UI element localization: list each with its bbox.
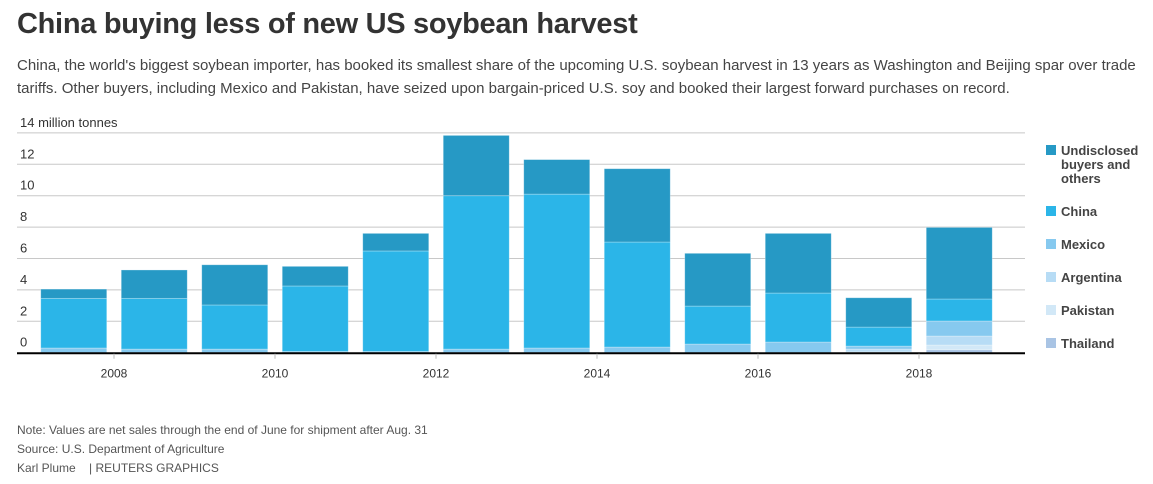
bar-segment-undisclosed-buyers-and-others — [523, 159, 591, 195]
legend-swatch — [1046, 272, 1056, 282]
bar-segment-argentina — [925, 335, 993, 346]
y-tick-label: 14 million tonnes — [20, 115, 118, 130]
bar-segment-china — [40, 297, 108, 349]
x-tick-label: 2008 — [101, 367, 128, 381]
bar-segment-undisclosed-buyers-and-others — [120, 269, 188, 299]
bar-segment-china — [362, 250, 430, 352]
bar-segment-china — [684, 305, 752, 345]
credit: Karl Plume | REUTERS GRAPHICS — [17, 461, 219, 475]
bar-segment-undisclosed-buyers-and-others — [764, 232, 832, 294]
bar-segment-mexico — [603, 346, 671, 354]
bar-segment-china — [925, 298, 993, 322]
legend-swatch — [1046, 305, 1056, 315]
bar-segment-china — [120, 297, 188, 350]
bar-segment-mexico — [684, 343, 752, 354]
bar-segment-undisclosed-buyers-and-others — [201, 264, 269, 306]
bar-segment-undisclosed-buyers-and-others — [925, 227, 993, 300]
y-tick-label: 6 — [20, 241, 27, 256]
legend-swatch — [1046, 338, 1056, 348]
y-tick-label: 2 — [20, 303, 27, 318]
bar-segment-pakistan — [925, 344, 993, 351]
x-tick-label: 2012 — [423, 367, 450, 381]
y-tick-label: 12 — [20, 146, 34, 161]
legend-swatch — [1046, 206, 1056, 216]
bar-segment-mexico — [442, 348, 510, 354]
brand: | REUTERS GRAPHICS — [89, 461, 219, 475]
footnote: Note: Values are net sales through the e… — [17, 423, 428, 437]
y-tick-label: 0 — [20, 335, 27, 350]
y-tick-label: 4 — [20, 272, 27, 287]
bar-segment-china — [442, 195, 510, 350]
legend-swatch — [1046, 239, 1056, 249]
bar-segment-china — [201, 304, 269, 350]
bar-segment-argentina — [845, 348, 913, 353]
y-tick-label: 8 — [20, 209, 27, 224]
bar-segment-undisclosed-buyers-and-others — [845, 297, 913, 328]
bar-segment-mexico — [764, 341, 832, 354]
bar-segment-mexico — [845, 345, 913, 350]
y-tick-label: 10 — [20, 178, 34, 193]
legend-label: Pakistan — [1061, 303, 1115, 318]
bar-segment-mexico — [523, 347, 591, 354]
x-tick-label: 2016 — [745, 367, 772, 381]
x-tick-label: 2018 — [906, 367, 933, 381]
legend-label: Undisclosed buyers and others — [1061, 143, 1138, 186]
legend-swatch — [1046, 145, 1056, 155]
legend-label: Thailand — [1061, 336, 1115, 351]
source-note: Source: U.S. Department of Agriculture — [17, 442, 225, 456]
bar-segment-undisclosed-buyers-and-others — [40, 288, 108, 299]
chart-subtitle: China, the world's biggest soybean impor… — [17, 57, 1136, 97]
author: Karl Plume — [17, 461, 76, 475]
legend-label: China — [1061, 204, 1098, 219]
bar-segment-china — [764, 292, 832, 343]
bar-segment-mexico — [925, 320, 993, 337]
bar-segment-china — [603, 241, 671, 348]
legend-label: Argentina — [1061, 270, 1122, 285]
legend-label: Mexico — [1061, 237, 1105, 252]
bar-segment-mexico — [40, 347, 108, 354]
bar-segment-undisclosed-buyers-and-others — [442, 135, 510, 197]
bar-segment-undisclosed-buyers-and-others — [684, 252, 752, 307]
bar-segment-undisclosed-buyers-and-others — [603, 168, 671, 243]
bar-segment-undisclosed-buyers-and-others — [362, 232, 430, 252]
x-tick-label: 2010 — [262, 367, 289, 381]
bar-segment-mexico — [120, 348, 188, 354]
bar-segment-china — [845, 326, 913, 347]
chart-title: China buying less of new US soybean harv… — [17, 8, 638, 40]
bar-segment-china — [523, 193, 591, 349]
x-tick-label: 2014 — [584, 367, 611, 381]
bar-segment-mexico — [201, 348, 269, 354]
bar-segment-undisclosed-buyers-and-others — [281, 265, 349, 287]
bar-segment-china — [281, 285, 349, 352]
